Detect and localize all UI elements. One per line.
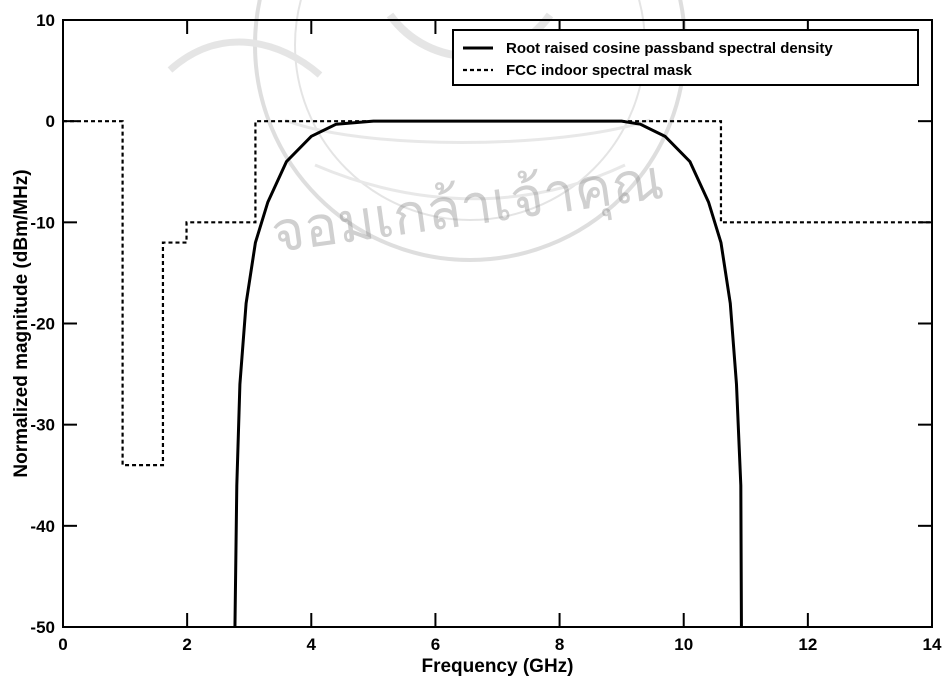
y-tick-label: -40: [30, 517, 55, 536]
tick-layer: 0 2 4 6 8 10 12 14 10 0 -10 -20 -30 -40 -50: [30, 11, 942, 654]
plot-frame: [62, 19, 933, 628]
x-tick-label: 2: [182, 635, 191, 654]
x-tick-label: 12: [798, 635, 817, 654]
x-tick-label: 6: [431, 635, 440, 654]
x-tick-label: 8: [555, 635, 564, 654]
x-tick-label: 10: [674, 635, 693, 654]
legend-box: [452, 29, 919, 86]
label-layer: Frequency (GHz) Normalized magnitude (dBm…: [11, 169, 574, 677]
y-tick-label: -50: [30, 618, 55, 637]
y-tick-label: 10: [36, 11, 55, 30]
x-axis-label: Frequency (GHz): [421, 656, 573, 677]
x-tick-label: 14: [923, 635, 942, 654]
series-fcc-mask-line: [63, 120, 932, 467]
y-tick-label: 0: [46, 112, 55, 131]
watermark-text-layer: จอมเกล้าเจ้าคุณ: [267, 147, 667, 267]
y-tick-label: -30: [30, 416, 55, 435]
y-tick-label: -10: [30, 213, 55, 232]
y-tick-label: -20: [30, 315, 55, 334]
legend-label-fcc-mask: FCC indoor spectral mask: [506, 62, 693, 79]
y-axis-label: Normalized magnitude (dBm/MHz): [11, 169, 32, 477]
legend-layer: Root raised cosine passband spectral den…: [452, 29, 919, 86]
x-tick-label: 0: [58, 635, 67, 654]
plot-frame-layer: [62, 19, 933, 628]
x-tick-label: 4: [307, 635, 317, 654]
legend-label-root-raised-cosine: Root raised cosine passband spectral den…: [506, 40, 833, 57]
series-layer: [63, 119, 932, 628]
watermark-text: จอมเกล้าเจ้าคุณ: [267, 147, 667, 267]
